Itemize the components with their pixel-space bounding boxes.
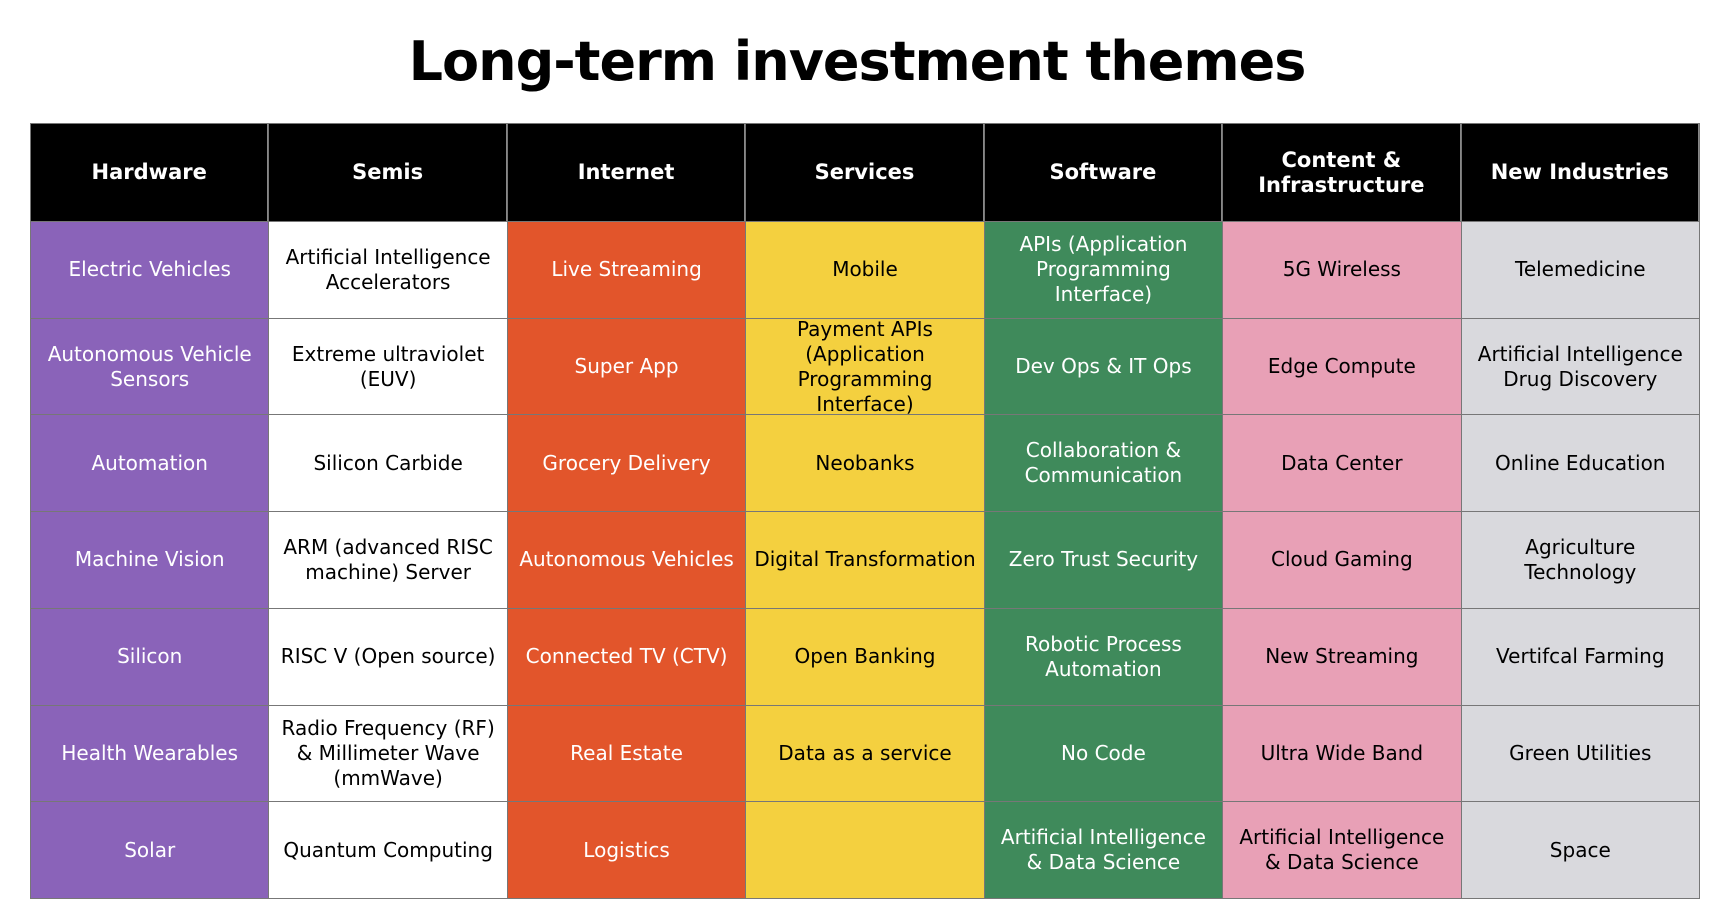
table-cell: Data as a service — [746, 705, 984, 802]
table-cell: Zero Trust Security — [984, 512, 1223, 608]
table-cell: Grocery Delivery — [507, 415, 746, 512]
table-cell: Health Wearables — [31, 705, 269, 802]
table-cell: Telemedicine — [1461, 222, 1699, 318]
header-hardware: Hardware — [31, 124, 269, 221]
table-cell: Artificial Intelligence Drug Discovery — [1461, 318, 1699, 415]
table-cell: Edge Compute — [1223, 318, 1461, 415]
table-cell: Mobile — [746, 222, 984, 318]
table-cell: RISC V (Open source) — [269, 608, 507, 705]
table-cell: Artificial Intelligence & Data Science — [1223, 802, 1461, 898]
table-cell: Robotic Process Automation — [984, 608, 1223, 705]
table-cell: Solar — [31, 802, 269, 898]
header-content-infrastructure: Content & Infrastructure — [1223, 124, 1461, 221]
table-cell: Artificial Intelligence & Data Science — [984, 802, 1223, 898]
table-cell: Automation — [31, 415, 269, 512]
table-cell: Radio Frequency (RF) & Millimeter Wave (… — [269, 705, 507, 802]
header-new-industries: New Industries — [1461, 124, 1699, 221]
table-cell: Payment APIs (Application Programming In… — [746, 318, 984, 415]
table-cell: Online Education — [1461, 415, 1699, 512]
table-cell: Digital Transformation — [746, 512, 984, 608]
table-cell: Autonomous Vehicles — [507, 512, 746, 608]
table-cell: Vertifcal Farming — [1461, 608, 1699, 705]
table-cell: Extreme ultraviolet (EUV) — [269, 318, 507, 415]
table-cell: Connected TV (CTV) — [507, 608, 746, 705]
header-semis: Semis — [269, 124, 507, 221]
header-services: Services — [746, 124, 984, 221]
table-cell: New Streaming — [1223, 608, 1461, 705]
table-cell: Green Utilities — [1461, 705, 1699, 802]
table-cell: Electric Vehicles — [31, 222, 269, 318]
table-cell: Real Estate — [507, 705, 746, 802]
table-cell: Collaboration & Communication — [984, 415, 1223, 512]
table-cell: Agriculture Technology — [1461, 512, 1699, 608]
table-cell: 5G Wireless — [1223, 222, 1461, 318]
page-title: Long-term investment themes — [408, 30, 1307, 93]
table-cell: Silicon — [31, 608, 269, 705]
table-cell: ARM (advanced RISC machine) Server — [269, 512, 507, 608]
table-cell: APIs (Application Programming Interface) — [984, 222, 1223, 318]
table-cell: Autonomous Vehicle Sensors — [31, 318, 269, 415]
table-cell: Artificial Intelligence Accelerators — [269, 222, 507, 318]
header-software: Software — [984, 124, 1223, 221]
table-cell: Silicon Carbide — [269, 415, 507, 512]
table-cell: Machine Vision — [31, 512, 269, 608]
table-cell: Super App — [507, 318, 746, 415]
themes-table: Hardware Semis Internet Services Softwar… — [30, 123, 1700, 899]
table-cell: Live Streaming — [507, 222, 746, 318]
table-cell: Open Banking — [746, 608, 984, 705]
table-cell: Data Center — [1223, 415, 1461, 512]
table-cell: Quantum Computing — [269, 802, 507, 898]
table-cell: No Code — [984, 705, 1223, 802]
table-cell: Neobanks — [746, 415, 984, 512]
table-cell-empty — [746, 802, 984, 898]
table-cell: Cloud Gaming — [1223, 512, 1461, 608]
table-cell: Dev Ops & IT Ops — [984, 318, 1223, 415]
table-cell: Space — [1461, 802, 1699, 898]
table-cell: Ultra Wide Band — [1223, 705, 1461, 802]
table-cell: Logistics — [507, 802, 746, 898]
header-internet: Internet — [507, 124, 746, 221]
